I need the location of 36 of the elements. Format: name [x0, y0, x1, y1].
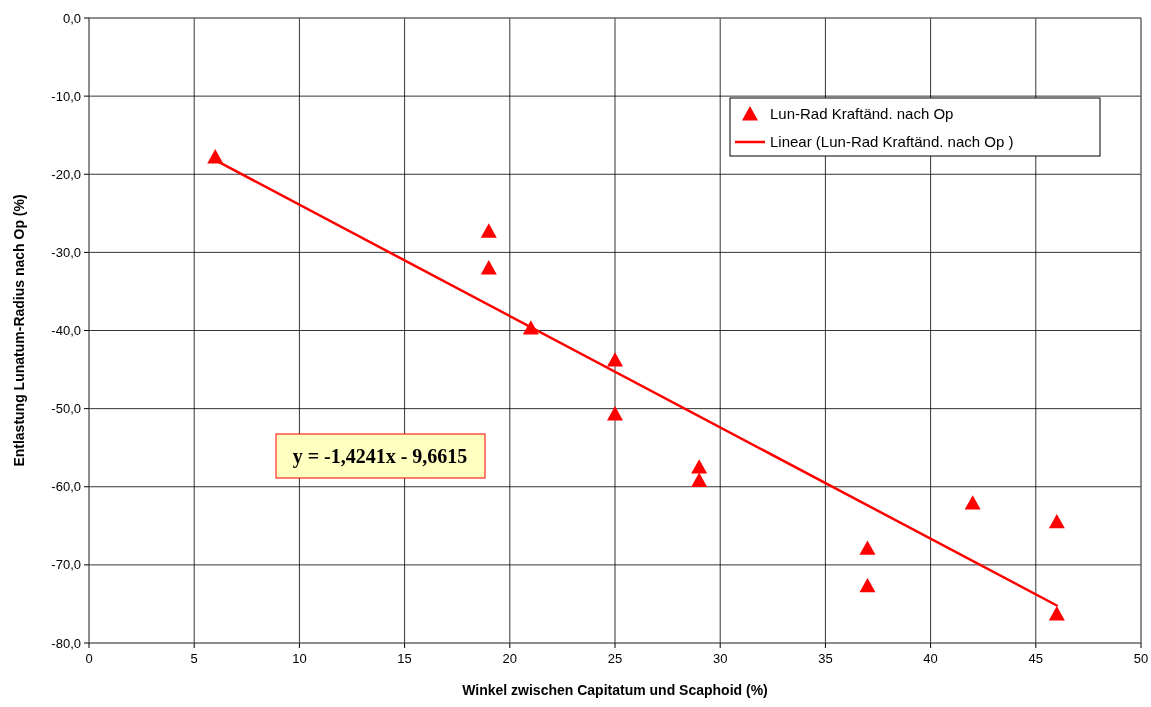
y-tick-label: -70,0	[51, 557, 81, 573]
point	[1048, 606, 1065, 621]
y-tick-label: -80,0	[51, 635, 81, 651]
y-tick-label: -10,0	[51, 88, 81, 104]
point	[607, 406, 623, 421]
legend-label: Lun-Rad Kraftänd. nach Op	[770, 105, 954, 122]
x-tick-label: 40	[923, 651, 938, 666]
x-axis-title: Winkel zwischen Capitatum und Scaphoid (%)	[462, 682, 768, 698]
x-tick-label: 15	[397, 651, 412, 666]
point	[691, 472, 708, 487]
x-tick-label: 5	[190, 651, 198, 666]
y-tick-label: -20,0	[51, 166, 81, 182]
point	[964, 495, 981, 510]
x-tick-label: 10	[292, 651, 307, 666]
y-tick-label: -60,0	[51, 479, 81, 495]
y-axis-title: Entlastung Lunatum-Radius nach Op (%)	[11, 194, 27, 467]
annotation: y = -1,4241x - 9,6615	[292, 445, 468, 468]
y-tick-label: -30,0	[51, 244, 81, 260]
x-tick-label: 0	[85, 651, 93, 666]
point	[480, 260, 497, 275]
x-tick-label: 50	[1133, 651, 1149, 666]
x-tick-label: 45	[1028, 651, 1044, 666]
point	[859, 540, 876, 555]
x-tick-label: 30	[712, 651, 728, 666]
point	[691, 459, 708, 474]
point	[859, 577, 876, 593]
x-tick-label: 20	[502, 651, 518, 666]
point	[607, 352, 623, 367]
x-tick-label: 35	[818, 651, 833, 666]
x-tick-label: 25	[607, 651, 623, 666]
legend-label: Linear (Lun-Rad Kraftänd. nach Op )	[770, 133, 1014, 150]
point	[480, 223, 497, 238]
y-tick-label: -50,0	[51, 401, 81, 417]
y-tick-label: 0,0	[62, 10, 81, 26]
y-tick-label: -40,0	[51, 323, 81, 338]
point	[1048, 513, 1065, 529]
